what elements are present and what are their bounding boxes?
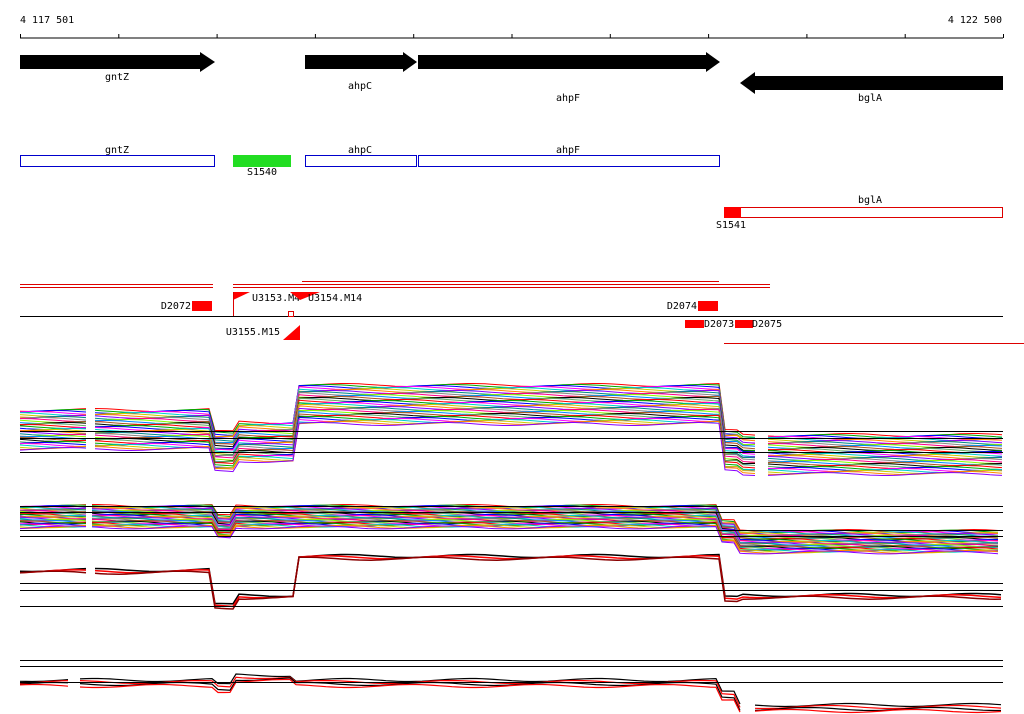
- transcript: [233, 155, 291, 167]
- gene-arrow: [740, 72, 1003, 94]
- trace: [91, 525, 999, 555]
- trace: [94, 416, 756, 471]
- gene-label: bglA: [858, 93, 882, 104]
- gene-arrow: [305, 52, 417, 72]
- trace: [19, 423, 87, 428]
- transcript-label: ahpF: [556, 145, 580, 156]
- expression-traces: [19, 382, 1003, 714]
- trace: [754, 706, 1001, 712]
- transcript: [305, 155, 417, 167]
- transcript: [418, 155, 720, 167]
- trace: [91, 524, 999, 554]
- trace: [19, 411, 87, 415]
- trace: [767, 471, 1003, 476]
- transcript-label: gntZ: [105, 145, 129, 156]
- trace: [19, 683, 69, 687]
- transcript-label: ahpC: [348, 145, 372, 156]
- feature-label: D2072: [161, 301, 191, 312]
- feature: [698, 301, 718, 311]
- gene-label: ahpF: [556, 93, 580, 104]
- trace: [19, 570, 87, 574]
- transcript-label: S1540: [247, 167, 277, 178]
- feature-label: U3153.M4: [252, 293, 300, 304]
- gene-arrow: [20, 52, 215, 72]
- trace: [19, 679, 69, 683]
- transcript: [724, 207, 1003, 218]
- transcript: [724, 207, 741, 218]
- gene-label: ahpC: [348, 81, 372, 92]
- feature: [685, 320, 704, 328]
- feature-label: U3155.M15: [226, 327, 280, 338]
- trace: [19, 442, 87, 446]
- trace: [79, 673, 741, 705]
- segment-lines: [20, 281, 1024, 344]
- trace: [94, 422, 756, 476]
- feature-label: D2075: [752, 319, 782, 330]
- feature-label: D2074: [667, 301, 697, 312]
- trace: [754, 702, 1002, 708]
- trace: [79, 678, 741, 713]
- feature: [233, 292, 250, 300]
- trace: [94, 418, 756, 471]
- transcript-label: S1541: [716, 220, 746, 231]
- transcript-label: bglA: [858, 195, 882, 206]
- feature: [192, 301, 212, 311]
- trace: [94, 556, 1002, 610]
- trace: [92, 504, 999, 533]
- trace: [19, 423, 87, 427]
- feature-label: U3154.M14: [308, 293, 362, 304]
- feature-label: D2073: [704, 319, 734, 330]
- feature: [290, 292, 320, 300]
- gene-label: gntZ: [105, 72, 129, 83]
- ruler-ticks: [20, 34, 1004, 38]
- feature: [288, 311, 294, 317]
- trace: [19, 525, 87, 530]
- trace: [20, 443, 87, 447]
- gene-arrow: [418, 52, 720, 72]
- trace: [754, 708, 1002, 714]
- transcript: [20, 155, 215, 167]
- trace: [19, 446, 87, 451]
- trace: [94, 404, 756, 459]
- ruler-end: 4 122 500: [948, 15, 1002, 26]
- feature: [283, 325, 300, 340]
- feature: [735, 320, 753, 328]
- ruler-start: 4 117 501: [20, 15, 74, 26]
- trace: [754, 704, 1002, 710]
- trace: [19, 417, 87, 421]
- trace: [19, 509, 87, 513]
- trace: [92, 514, 999, 544]
